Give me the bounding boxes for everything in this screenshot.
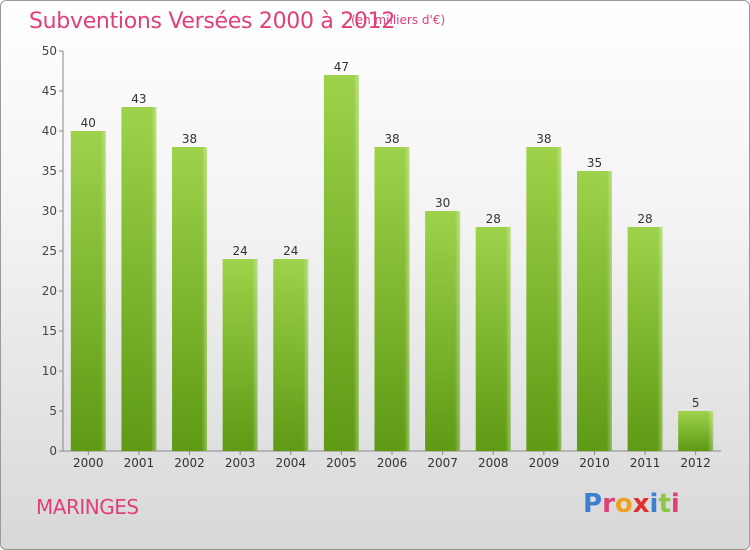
bar-highlight [576,171,612,451]
bar-highlight [627,227,663,451]
logo-letter: t [658,489,671,519]
bar-highlight [121,107,157,451]
y-tick-label: 5 [49,404,57,418]
y-tick-label: 50 [42,44,57,58]
bar-highlight [678,411,714,451]
x-tick-label: 2000 [73,456,104,470]
bar-highlight [222,259,258,451]
data-label: 38 [536,132,551,146]
bar-highlight [70,131,106,451]
proxiti-logo[interactable]: Proxiti [583,489,680,519]
x-tick-label: 2003 [225,456,256,470]
data-label: 30 [435,196,450,210]
data-label: 35 [587,156,602,170]
bar-highlight [323,75,359,451]
y-tick-label: 45 [42,84,57,98]
logo-letter: r [602,489,615,519]
y-tick-label: 30 [42,204,57,218]
x-tick-label: 2004 [275,456,306,470]
data-label: 38 [384,132,399,146]
data-label: 28 [637,212,652,226]
logo-letter: P [583,489,603,519]
chart-axes: 0 5 10 15 20 25 30 35 40 45 50 2000 2001 2002 2003 2004… [42,44,721,470]
data-label: 24 [233,244,248,258]
data-label: 43 [131,92,146,106]
bar-highlight [273,259,309,451]
bar-highlight [526,147,562,451]
logo-letter: i [649,489,659,519]
data-labels: 40 43 38 24 24 47 38 30 28 38 35 28 5 [81,60,700,410]
bar-series [70,75,714,451]
y-tick-label: 10 [42,364,57,378]
logo-letter: o [614,489,633,519]
x-tick-label: 2007 [427,456,458,470]
data-label: 38 [182,132,197,146]
data-label: 5 [692,396,700,410]
bar-highlight [374,147,410,451]
x-tick-label: 2010 [579,456,610,470]
x-tick-label: 2006 [377,456,408,470]
bar-highlight [172,147,208,451]
y-tick-label: 25 [42,244,57,258]
y-tick-label: 0 [49,444,57,458]
x-tick-label: 2001 [124,456,155,470]
bar-highlight [475,227,511,451]
chart-title: Subventions Versées 2000 à 2012 [29,9,396,34]
data-label: 47 [334,60,349,74]
y-tick-label: 35 [42,164,57,178]
x-tick-label: 2009 [529,456,560,470]
logo-letter: i [670,489,680,519]
data-label: 28 [486,212,501,226]
bar-highlight [425,211,461,451]
x-tick-label: 2008 [478,456,509,470]
x-tick-label: 2011 [630,456,661,470]
x-tick-label: 2005 [326,456,357,470]
logo-letter: x [632,489,650,519]
data-label: 24 [283,244,298,258]
x-tick-label: 2002 [174,456,205,470]
x-tick-label: 2012 [680,456,711,470]
y-tick-label: 20 [42,284,57,298]
data-label: 40 [81,116,96,130]
y-tick-label: 15 [42,324,57,338]
y-tick-label: 40 [42,124,57,138]
commune-name: MARINGES [36,495,139,519]
chart-subtitle: (en milliers d'€) [351,13,446,27]
